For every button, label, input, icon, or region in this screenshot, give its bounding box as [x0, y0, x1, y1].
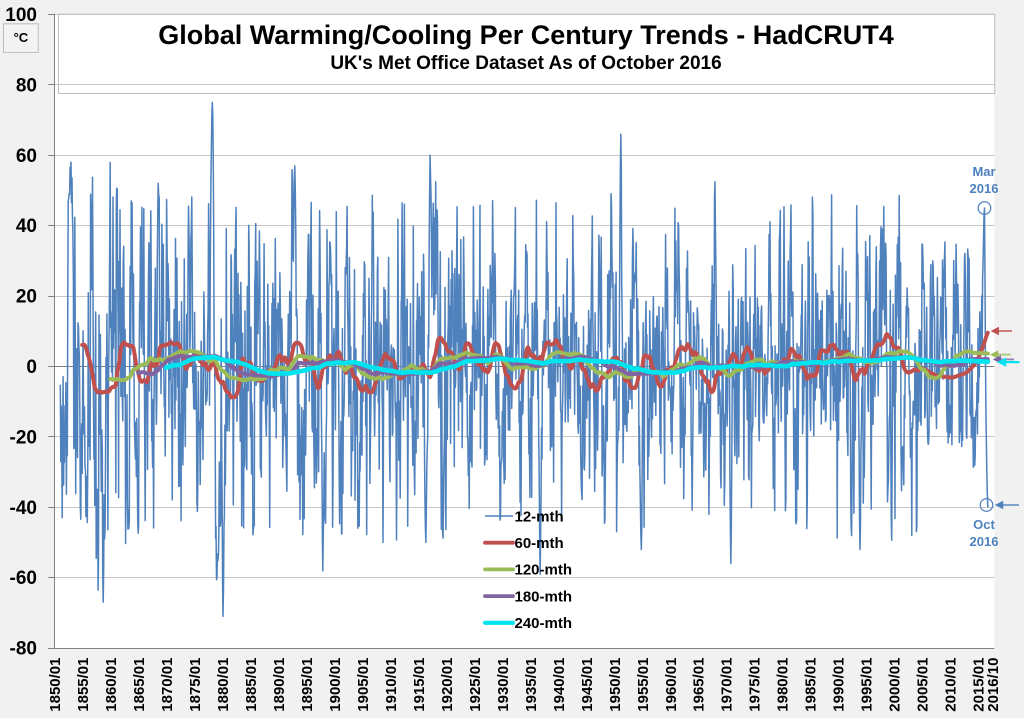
svg-text:1865/01: 1865/01 — [131, 658, 148, 712]
svg-text:2016: 2016 — [970, 181, 999, 196]
svg-text:120-mth: 120-mth — [515, 562, 573, 579]
svg-text:UK's Met Office Dataset As of: UK's Met Office Dataset As of October 20… — [330, 53, 721, 74]
svg-text:1910/01: 1910/01 — [383, 658, 400, 712]
svg-text:-40: -40 — [10, 498, 37, 519]
svg-text:1980/01: 1980/01 — [775, 658, 792, 712]
svg-text:1915/01: 1915/01 — [411, 658, 428, 712]
svg-text:80: 80 — [16, 75, 37, 96]
svg-text:1930/01: 1930/01 — [495, 658, 512, 712]
svg-text:1905/01: 1905/01 — [355, 658, 372, 712]
svg-text:1860/01: 1860/01 — [103, 658, 120, 712]
svg-text:2000/01: 2000/01 — [887, 658, 904, 712]
svg-text:-80: -80 — [10, 639, 37, 660]
svg-text:-60: -60 — [10, 568, 37, 589]
svg-text:100: 100 — [5, 5, 37, 26]
svg-text:Global Warming/Cooling Per Cen: Global Warming/Cooling Per Century Trend… — [158, 20, 894, 50]
svg-text:20: 20 — [16, 287, 37, 308]
svg-text:1935/01: 1935/01 — [523, 658, 540, 712]
svg-text:Oct: Oct — [973, 517, 995, 532]
svg-text:1895/01: 1895/01 — [299, 658, 316, 712]
svg-text:1965/01: 1965/01 — [691, 658, 708, 712]
svg-text:60-mth: 60-mth — [515, 535, 564, 552]
svg-text:1890/01: 1890/01 — [271, 658, 288, 712]
svg-text:1995/01: 1995/01 — [859, 658, 876, 712]
svg-text:1945/01: 1945/01 — [579, 658, 596, 712]
svg-text:2010/01: 2010/01 — [943, 658, 960, 712]
svg-text:1975/01: 1975/01 — [747, 658, 764, 712]
svg-text:1950/01: 1950/01 — [607, 658, 624, 712]
svg-text:1870/01: 1870/01 — [159, 658, 176, 712]
svg-text:1960/01: 1960/01 — [663, 658, 680, 712]
svg-text:240-mth: 240-mth — [515, 615, 573, 632]
svg-text:2016/10: 2016/10 — [985, 658, 1002, 712]
svg-text:0: 0 — [26, 357, 37, 378]
svg-text:1955/01: 1955/01 — [635, 658, 652, 712]
svg-text:1920/01: 1920/01 — [439, 658, 456, 712]
svg-text:1885/01: 1885/01 — [243, 658, 260, 712]
svg-text:-20: -20 — [10, 427, 37, 448]
svg-text:60: 60 — [16, 146, 37, 167]
svg-text:1850/01: 1850/01 — [47, 658, 64, 712]
svg-text:1990/01: 1990/01 — [831, 658, 848, 712]
svg-text:2005/01: 2005/01 — [915, 658, 932, 712]
svg-text:1875/01: 1875/01 — [187, 658, 204, 712]
svg-text:1970/01: 1970/01 — [719, 658, 736, 712]
svg-text:Mar: Mar — [972, 164, 995, 179]
svg-text:180-mth: 180-mth — [515, 588, 573, 605]
svg-text:12-mth: 12-mth — [515, 508, 564, 525]
svg-text:1855/01: 1855/01 — [75, 658, 92, 712]
svg-text:2016: 2016 — [970, 534, 999, 549]
svg-text:1900/01: 1900/01 — [327, 658, 344, 712]
svg-text:1940/01: 1940/01 — [551, 658, 568, 712]
svg-text:1925/01: 1925/01 — [467, 658, 484, 712]
svg-text:2015/01: 2015/01 — [971, 658, 988, 712]
svg-text:1880/01: 1880/01 — [215, 658, 232, 712]
svg-text:°C: °C — [14, 30, 29, 45]
svg-text:40: 40 — [16, 216, 37, 237]
svg-text:1985/01: 1985/01 — [803, 658, 820, 712]
